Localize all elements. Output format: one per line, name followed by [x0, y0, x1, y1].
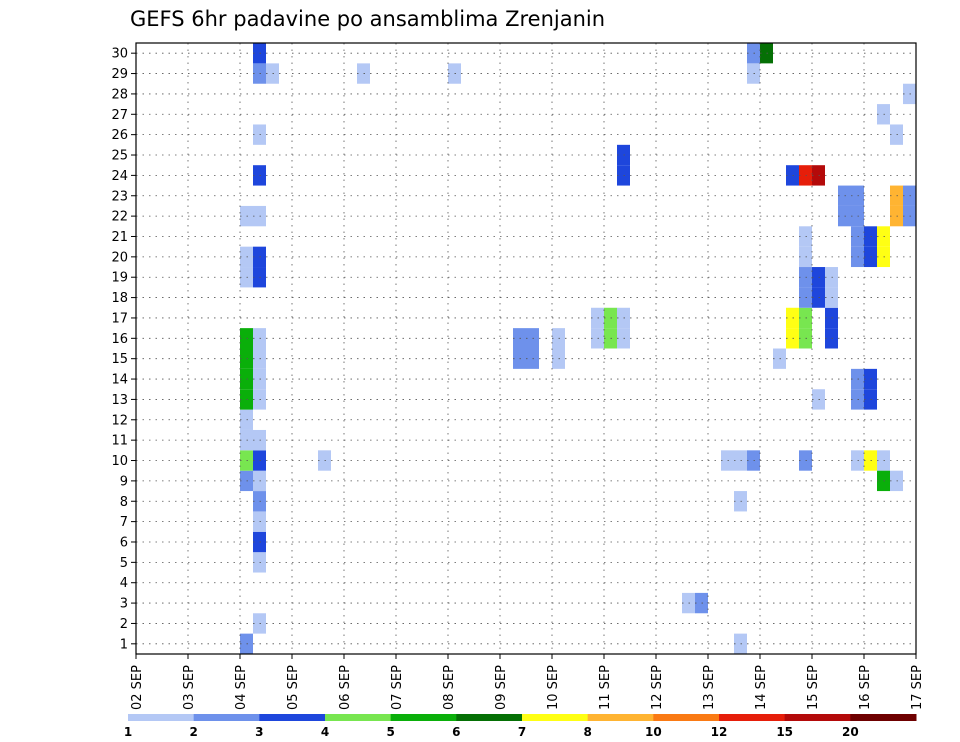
y-tick-label: 24 [111, 169, 128, 184]
y-tick-label: 15 [111, 352, 128, 367]
x-tick-label: 16 SEP [858, 665, 873, 710]
legend-swatch [522, 714, 589, 721]
x-tick-label: 11 SEP [598, 665, 613, 710]
y-tick-label: 8 [120, 495, 128, 510]
plot-frame [135, 42, 917, 655]
legend-swatch [128, 714, 195, 721]
y-tick-label: 20 [111, 250, 128, 265]
y-tick-label: 13 [111, 393, 128, 408]
x-tick-label: 14 SEP [754, 665, 769, 710]
x-tick-label: 13 SEP [702, 665, 717, 710]
y-tick-label: 14 [111, 373, 128, 388]
y-tick-label: 30 [111, 47, 128, 62]
y-tick-label: 4 [120, 576, 128, 591]
legend-tick-label: 5 [386, 725, 394, 739]
legend-tick-label: 3 [255, 725, 263, 739]
y-tick-label: 27 [111, 108, 128, 123]
legend-tick-label: 2 [189, 725, 197, 739]
y-tick-label: 5 [120, 556, 128, 571]
legend-tick-label: 20 [842, 725, 859, 739]
y-tick-label: 18 [111, 291, 128, 306]
y-tick-label: 11 [111, 434, 128, 449]
chart-title: GEFS 6hr padavine po ansamblima Zrenjani… [130, 7, 605, 31]
x-tick-label: 09 SEP [494, 665, 509, 710]
y-tick-label: 7 [120, 515, 128, 530]
y-tick-label: 19 [111, 271, 128, 286]
legend-tick-label: 10 [645, 725, 662, 739]
y-tick-label: 3 [120, 597, 128, 612]
legend-tick-label: 7 [518, 725, 526, 739]
x-tick-label: 10 SEP [546, 665, 561, 710]
legend-tick-label: 4 [321, 725, 329, 739]
grid [136, 43, 916, 654]
legend-swatch [456, 714, 523, 721]
legend-swatch [653, 714, 720, 721]
y-tick-label: 22 [111, 210, 128, 225]
legend-tick-label: 1 [124, 725, 132, 739]
y-tick-label: 28 [111, 87, 128, 102]
y-tick-label: 16 [111, 332, 128, 347]
legend-swatch [784, 714, 851, 721]
x-tick-label: 07 SEP [390, 665, 405, 710]
legend-tick-label: 12 [711, 725, 728, 739]
legend-swatch [390, 714, 457, 721]
x-tick-label: 04 SEP [234, 665, 249, 710]
y-axis: 1234567891011121314151617181920212223242… [111, 47, 136, 652]
x-tick-label: 05 SEP [286, 665, 301, 710]
legend-swatch [719, 714, 786, 721]
x-tick-label: 06 SEP [338, 665, 353, 710]
x-tick-label: 02 SEP [130, 665, 145, 710]
x-tick-label: 08 SEP [442, 665, 457, 710]
legend-tick-label: 8 [583, 725, 591, 739]
legend-swatch [325, 714, 392, 721]
y-tick-label: 9 [120, 474, 128, 489]
y-tick-label: 1 [120, 637, 128, 652]
y-tick-label: 21 [111, 230, 128, 245]
y-tick-label: 25 [111, 149, 128, 164]
y-tick-label: 12 [111, 413, 128, 428]
y-tick-label: 23 [111, 189, 128, 204]
color-legend: 1 2 3 4 5 6 7 8 10 12 15 20 [124, 714, 917, 739]
y-tick-label: 6 [120, 535, 128, 550]
legend-tick-label: 15 [776, 725, 793, 739]
legend-swatch [193, 714, 260, 721]
x-tick-label: 03 SEP [182, 665, 197, 710]
y-tick-label: 17 [111, 311, 128, 326]
legend-swatch [259, 714, 326, 721]
y-tick-label: 26 [111, 128, 128, 143]
y-tick-label: 10 [111, 454, 128, 469]
x-axis: 02 SEP 03 SEP 04 SEP 05 SEP 06 SEP 07 SEP 08 S… [130, 654, 925, 710]
legend-swatch [587, 714, 654, 721]
y-tick-label: 29 [111, 67, 128, 82]
legend-tick-label: 6 [452, 725, 460, 739]
legend-swatch [850, 714, 917, 721]
y-tick-label: 2 [120, 617, 128, 632]
x-tick-label: 15 SEP [806, 665, 821, 710]
x-tick-label: 17 SEP [910, 665, 925, 710]
x-tick-label: 12 SEP [650, 665, 665, 710]
